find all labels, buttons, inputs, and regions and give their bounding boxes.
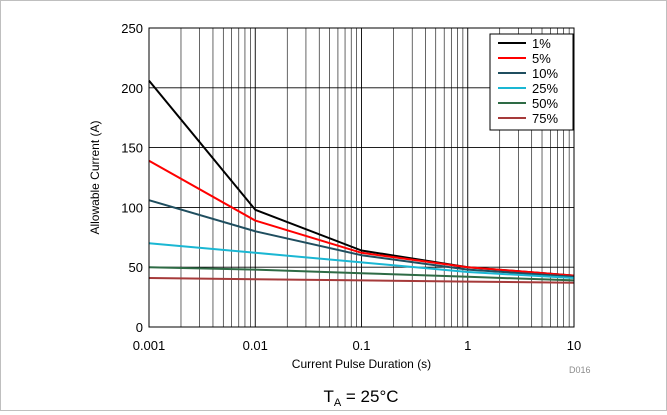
legend-label: 25%	[532, 81, 558, 96]
y-tick-label: 250	[121, 21, 143, 36]
y-axis-label: Allowable Current (A)	[88, 120, 102, 234]
condition-symbol: T	[323, 387, 333, 406]
x-tick-label: 0.1	[352, 338, 370, 353]
condition-subscript: A	[334, 397, 342, 409]
document-code: D016	[569, 365, 591, 375]
series-line	[148, 199, 575, 278]
y-tick-label: 0	[136, 320, 143, 335]
x-tick-labels: 0.001 0.01 0.1 1 10	[133, 338, 582, 353]
y-tick-label: 100	[121, 200, 143, 215]
temperature-condition: TA = 25°C	[323, 387, 398, 409]
condition-value: = 25°C	[341, 387, 398, 406]
x-tick-label: 1	[464, 338, 471, 353]
x-axis-label: Current Pulse Duration (s)	[292, 357, 431, 371]
series-line	[148, 242, 575, 279]
legend-label: 5%	[532, 51, 551, 66]
legend-label: 10%	[532, 66, 558, 81]
y-tick-label: 50	[129, 260, 143, 275]
series-line	[148, 266, 575, 282]
legend-label: 75%	[532, 111, 558, 126]
x-tick-label: 0.001	[133, 338, 166, 353]
series-lines	[148, 79, 575, 284]
series-line	[148, 159, 575, 277]
x-tick-label: 10	[567, 338, 581, 353]
y-tick-labels: 0 50 100 150 200 250	[121, 21, 143, 335]
legend: 1%5%10%25%50%75%	[489, 33, 574, 131]
plot-border	[148, 27, 575, 328]
legend-label: 1%	[532, 36, 551, 51]
legend-label: 50%	[532, 96, 558, 111]
y-tick-label: 150	[121, 141, 143, 156]
y-tick-label: 200	[121, 81, 143, 96]
legend-box	[489, 33, 574, 131]
series-line	[148, 277, 575, 284]
x-tick-label: 0.01	[243, 338, 268, 353]
